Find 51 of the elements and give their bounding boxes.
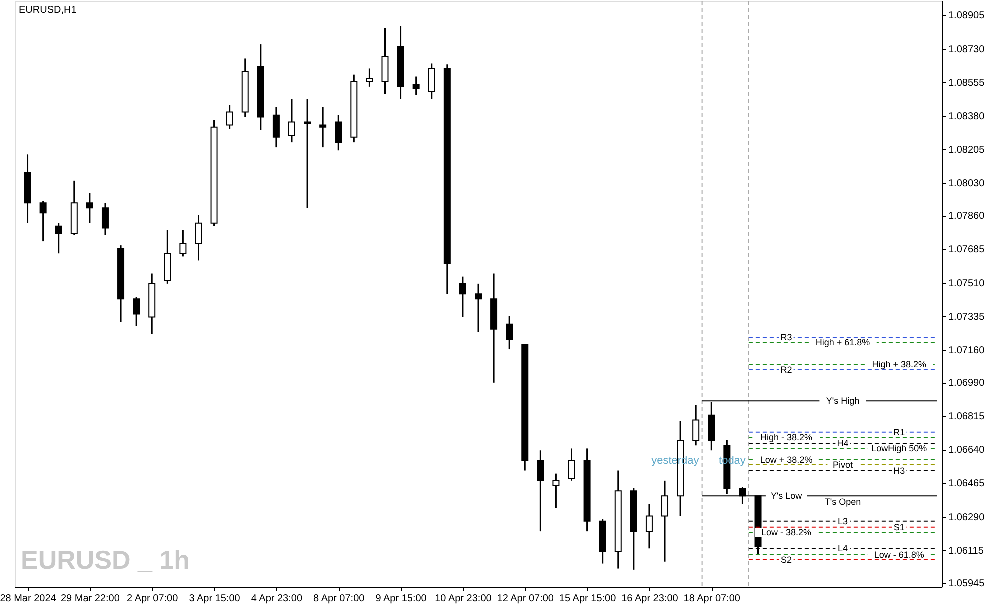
ref-line-label: L4 (838, 544, 848, 554)
x-tick-label: 3 Apr 15:00 (189, 594, 241, 604)
y-tick-label: 1.06290 (948, 512, 986, 524)
ref-line-label: Low - 38.2% (762, 528, 812, 538)
ref-line-label: Low - 61.8% (874, 550, 924, 560)
ref-line-label: R2 (780, 364, 792, 375)
x-tick-label: 2 Apr 07:00 (127, 594, 179, 604)
y-tick-label: 1.08205 (948, 144, 986, 156)
ref-line-label: Low + 38.2% (760, 454, 813, 465)
ref-line-label: L3 (838, 516, 848, 526)
y-tick-label: 1.08030 (948, 178, 986, 190)
x-tick-label: 8 Apr 07:00 (314, 594, 366, 604)
ref-line-label: Y's Low (770, 491, 803, 502)
ref-line-label: Pivot (832, 460, 854, 470)
ref-line-label: R1 (894, 427, 906, 438)
y-tick-label: 1.07860 (948, 211, 986, 222)
y-tick-label: 1.06465 (948, 478, 986, 490)
annotation: T's Open (824, 497, 862, 508)
y-tick-label: 1.06640 (948, 445, 986, 456)
ref-line-label: High + 38.2% (872, 360, 927, 370)
y-tick-label: 1.08555 (948, 78, 986, 89)
x-tick-label: 9 Apr 15:00 (376, 594, 428, 604)
x-tick-label: 18 Apr 07:00 (684, 594, 741, 604)
y-tick-label: 1.06115 (948, 546, 984, 557)
x-tick-label: 28 Mar 2024 (0, 594, 57, 604)
y-tick-label: 1.06815 (948, 412, 986, 423)
ref-line-label: S2 (781, 554, 792, 565)
y-tick-label: 1.06990 (948, 378, 986, 390)
x-tick-label: 12 Apr 07:00 (497, 594, 554, 604)
ref-line-label: S1 (894, 522, 905, 532)
ref-line-label: LowHigh 50% (872, 444, 928, 454)
y-tick-label: 1.07510 (948, 278, 986, 290)
chart-title: EURUSD,H1 (19, 5, 78, 16)
ref-line-label: Y's High (826, 396, 860, 406)
ref-line-label: H4 (837, 438, 849, 449)
y-tick-label: 1.08380 (948, 111, 986, 122)
x-tick-label: 4 Apr 23:00 (251, 594, 303, 604)
ref-line-label: High - 38.2% (760, 432, 813, 443)
y-tick-label: 1.07160 (948, 345, 986, 356)
x-tick-label: 16 Apr 23:00 (622, 594, 679, 604)
ref-line-label: R3 (780, 332, 792, 342)
x-tick-label: 29 Mar 22:00 (60, 594, 120, 604)
y-tick-label: 1.08905 (948, 10, 986, 22)
y-tick-label: 1.05945 (948, 578, 986, 590)
y-tick-label: 1.07335 (948, 312, 986, 323)
ref-line-label: High + 61.8% (816, 338, 870, 348)
ref-line-label: H3 (894, 466, 906, 476)
y-tick-label: 1.08730 (948, 44, 986, 56)
y-tick-label: 1.07685 (948, 244, 986, 256)
x-tick-label: 15 Apr 15:00 (559, 594, 617, 604)
x-tick-label: 10 Apr 23:00 (435, 594, 492, 604)
